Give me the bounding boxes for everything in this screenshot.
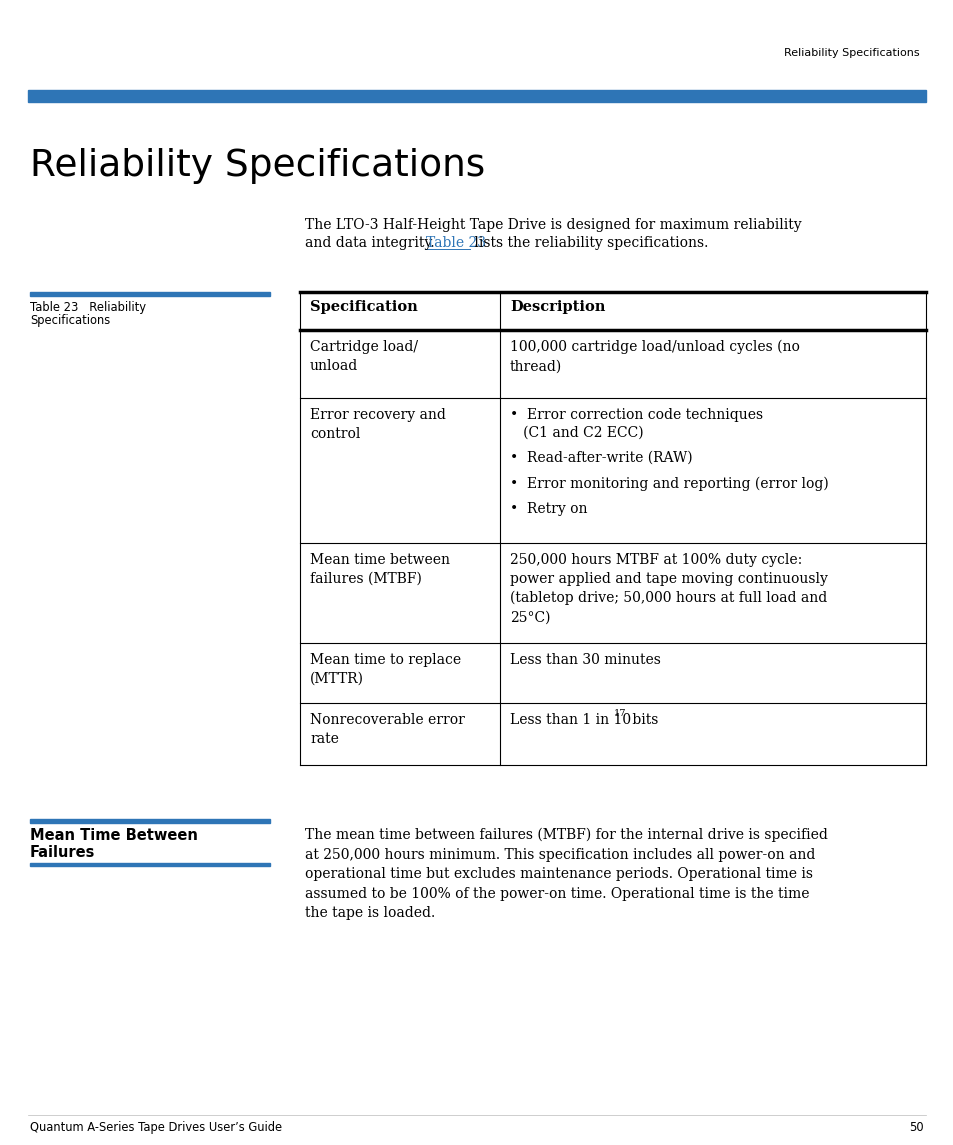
Bar — [28, 90, 925, 102]
Text: (C1 and C2 ECC): (C1 and C2 ECC) — [510, 426, 643, 440]
Text: The mean time between failures (MTBF) for the internal drive is specified
at 250: The mean time between failures (MTBF) fo… — [305, 828, 827, 921]
Text: 250,000 hours MTBF at 100% duty cycle:
power applied and tape moving continuousl: 250,000 hours MTBF at 100% duty cycle: p… — [510, 553, 827, 624]
Text: Less than 30 minutes: Less than 30 minutes — [510, 653, 660, 668]
Text: •  Error correction code techniques: • Error correction code techniques — [510, 408, 762, 423]
Text: Description: Description — [510, 300, 605, 314]
Bar — [30, 819, 270, 823]
Text: Less than 1 in 10: Less than 1 in 10 — [510, 713, 631, 727]
Text: 17: 17 — [614, 709, 626, 718]
Text: Cartridge load/
unload: Cartridge load/ unload — [310, 340, 417, 373]
Text: 50: 50 — [908, 1121, 923, 1134]
Text: Table 23: Table 23 — [426, 236, 485, 250]
Text: Specification: Specification — [310, 300, 417, 314]
Text: Error recovery and
control: Error recovery and control — [310, 408, 445, 441]
Text: Reliability Specifications: Reliability Specifications — [30, 148, 485, 184]
Text: Reliability Specifications: Reliability Specifications — [783, 48, 919, 58]
Text: 100,000 cartridge load/unload cycles (no
thread): 100,000 cartridge load/unload cycles (no… — [510, 340, 799, 373]
Text: Failures: Failures — [30, 845, 95, 860]
Text: Mean Time Between: Mean Time Between — [30, 828, 197, 843]
Text: •  Read-after-write (RAW): • Read-after-write (RAW) — [510, 451, 692, 465]
Text: Table 23   Reliability: Table 23 Reliability — [30, 301, 146, 314]
Text: Mean time to replace
(MTTR): Mean time to replace (MTTR) — [310, 653, 460, 686]
Text: Nonrecoverable error
rate: Nonrecoverable error rate — [310, 713, 464, 745]
Text: lists the reliability specifications.: lists the reliability specifications. — [470, 236, 708, 250]
Text: •  Error monitoring and reporting (error log): • Error monitoring and reporting (error … — [510, 476, 828, 491]
Text: The LTO-3 Half-Height Tape Drive is designed for maximum reliability: The LTO-3 Half-Height Tape Drive is desi… — [305, 218, 801, 232]
Bar — [30, 863, 270, 866]
Text: •  Retry on: • Retry on — [510, 502, 587, 516]
Text: Specifications: Specifications — [30, 314, 111, 327]
Text: Quantum A-Series Tape Drives User’s Guide: Quantum A-Series Tape Drives User’s Guid… — [30, 1121, 282, 1134]
Text: Mean time between
failures (MTBF): Mean time between failures (MTBF) — [310, 553, 450, 586]
Text: bits: bits — [627, 713, 658, 727]
Bar — [30, 292, 270, 297]
Text: and data integrity.: and data integrity. — [305, 236, 438, 250]
